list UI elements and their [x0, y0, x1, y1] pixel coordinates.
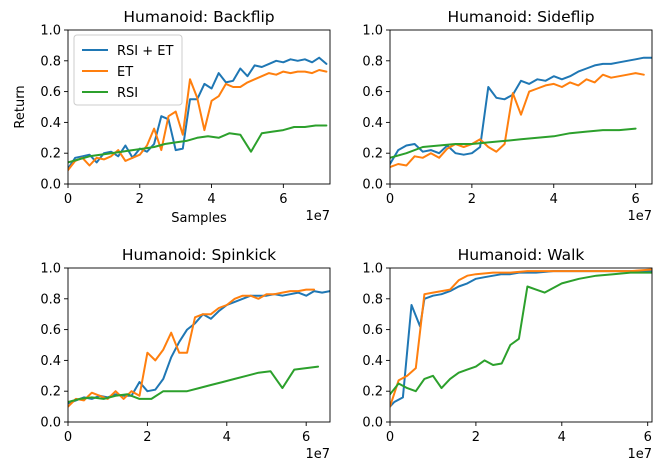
y-tick-label: 1.0: [362, 24, 383, 39]
x-tick-label: 6: [631, 192, 639, 207]
y-tick-label: 0.2: [40, 147, 61, 162]
chart-4: 0.0 0.2 0.4 0.6 0.8 1.0 0 2 4 6 1e7 Humanoid: Walk: [362, 246, 652, 462]
chart-title: Humanoid: Spinkick: [122, 246, 276, 264]
x-exponent-label: 1e7: [305, 447, 330, 462]
x-tick-label: 4: [223, 430, 231, 445]
y-tick-label: 0.4: [40, 354, 61, 369]
y-tick-label: 1.0: [40, 262, 61, 277]
y-tick-label: 0.2: [40, 385, 61, 400]
legend: RSI + ET ET RSI: [74, 35, 182, 105]
x-exponent-label: 1e7: [627, 447, 652, 462]
y-tick-label: 0.0: [362, 178, 383, 193]
y-tick-label: 0.8: [40, 54, 61, 69]
series-line-rsi: [390, 273, 652, 395]
y-tick-label: 0.4: [40, 116, 61, 131]
x-tick-label: 0: [64, 192, 72, 207]
y-axis-label: Return: [13, 85, 28, 128]
y-tick-label: 0.4: [362, 116, 383, 131]
x-tick-label: 4: [558, 430, 566, 445]
x-tick-label: 6: [644, 430, 652, 445]
series-line-rsi: [68, 126, 326, 163]
chart-1: 0.0 0.2 0.4 0.6 0.8 1.0 0 2 4 6 1e7 Humanoid: Backf…: [13, 8, 330, 226]
x-exponent-label: 1e7: [627, 209, 652, 224]
x-tick-label: 4: [207, 192, 215, 207]
x-exponent-label: 1e7: [305, 209, 330, 224]
y-tick-label: 0.4: [362, 354, 383, 369]
y-tick-label: 1.0: [40, 24, 61, 39]
series-line-rsi-et: [390, 271, 652, 407]
y-tick-label: 0.0: [362, 416, 383, 431]
x-tick-label: 2: [136, 192, 144, 207]
chart-title: Humanoid: Backflip: [123, 8, 274, 26]
chart-title: Humanoid: Sideflip: [447, 8, 594, 26]
x-tick-label: 6: [279, 192, 287, 207]
y-tick-label: 0.8: [40, 292, 61, 307]
chart-2: 0.0 0.2 0.4 0.6 0.8 1.0 0 2 4 6 1e7 Humanoid: Sidef…: [362, 8, 652, 224]
x-tick-label: 6: [302, 430, 310, 445]
x-tick-label: 2: [468, 192, 476, 207]
series-line-rsi-et: [390, 58, 652, 164]
x-axis-label: Samples: [171, 211, 227, 226]
y-tick-label: 0.6: [40, 323, 61, 338]
y-tick-label: 0.6: [362, 323, 383, 338]
y-tick-label: 0.0: [40, 178, 61, 193]
chart-3: 0.0 0.2 0.4 0.6 0.8 1.0 0 2 4 6 1e7 Humanoid: Spink…: [40, 246, 330, 462]
y-tick-label: 0.0: [40, 416, 61, 431]
series-line-et: [68, 290, 314, 407]
y-tick-label: 0.2: [362, 147, 383, 162]
plot-frame: [390, 30, 652, 184]
y-tick-label: 1.0: [362, 262, 383, 277]
legend-entry: RSI: [117, 86, 138, 101]
x-tick-label: 2: [143, 430, 151, 445]
y-tick-label: 0.8: [362, 292, 383, 307]
y-tick-label: 0.6: [362, 85, 383, 100]
x-tick-label: 0: [64, 430, 72, 445]
x-tick-label: 2: [472, 430, 480, 445]
y-tick-label: 0.6: [40, 85, 61, 100]
legend-entry: ET: [117, 65, 133, 80]
series-line-et: [390, 270, 652, 407]
x-tick-label: 0: [386, 192, 394, 207]
plot-frame: [390, 268, 652, 422]
y-tick-label: 0.8: [362, 54, 383, 69]
series-line-rsi-et: [68, 291, 330, 403]
chart-title: Humanoid: Walk: [458, 246, 585, 264]
legend-entry: RSI + ET: [117, 44, 173, 59]
x-tick-label: 0: [386, 430, 394, 445]
x-tick-label: 4: [550, 192, 558, 207]
y-tick-label: 0.2: [362, 385, 383, 400]
series-line-rsi: [390, 129, 636, 158]
